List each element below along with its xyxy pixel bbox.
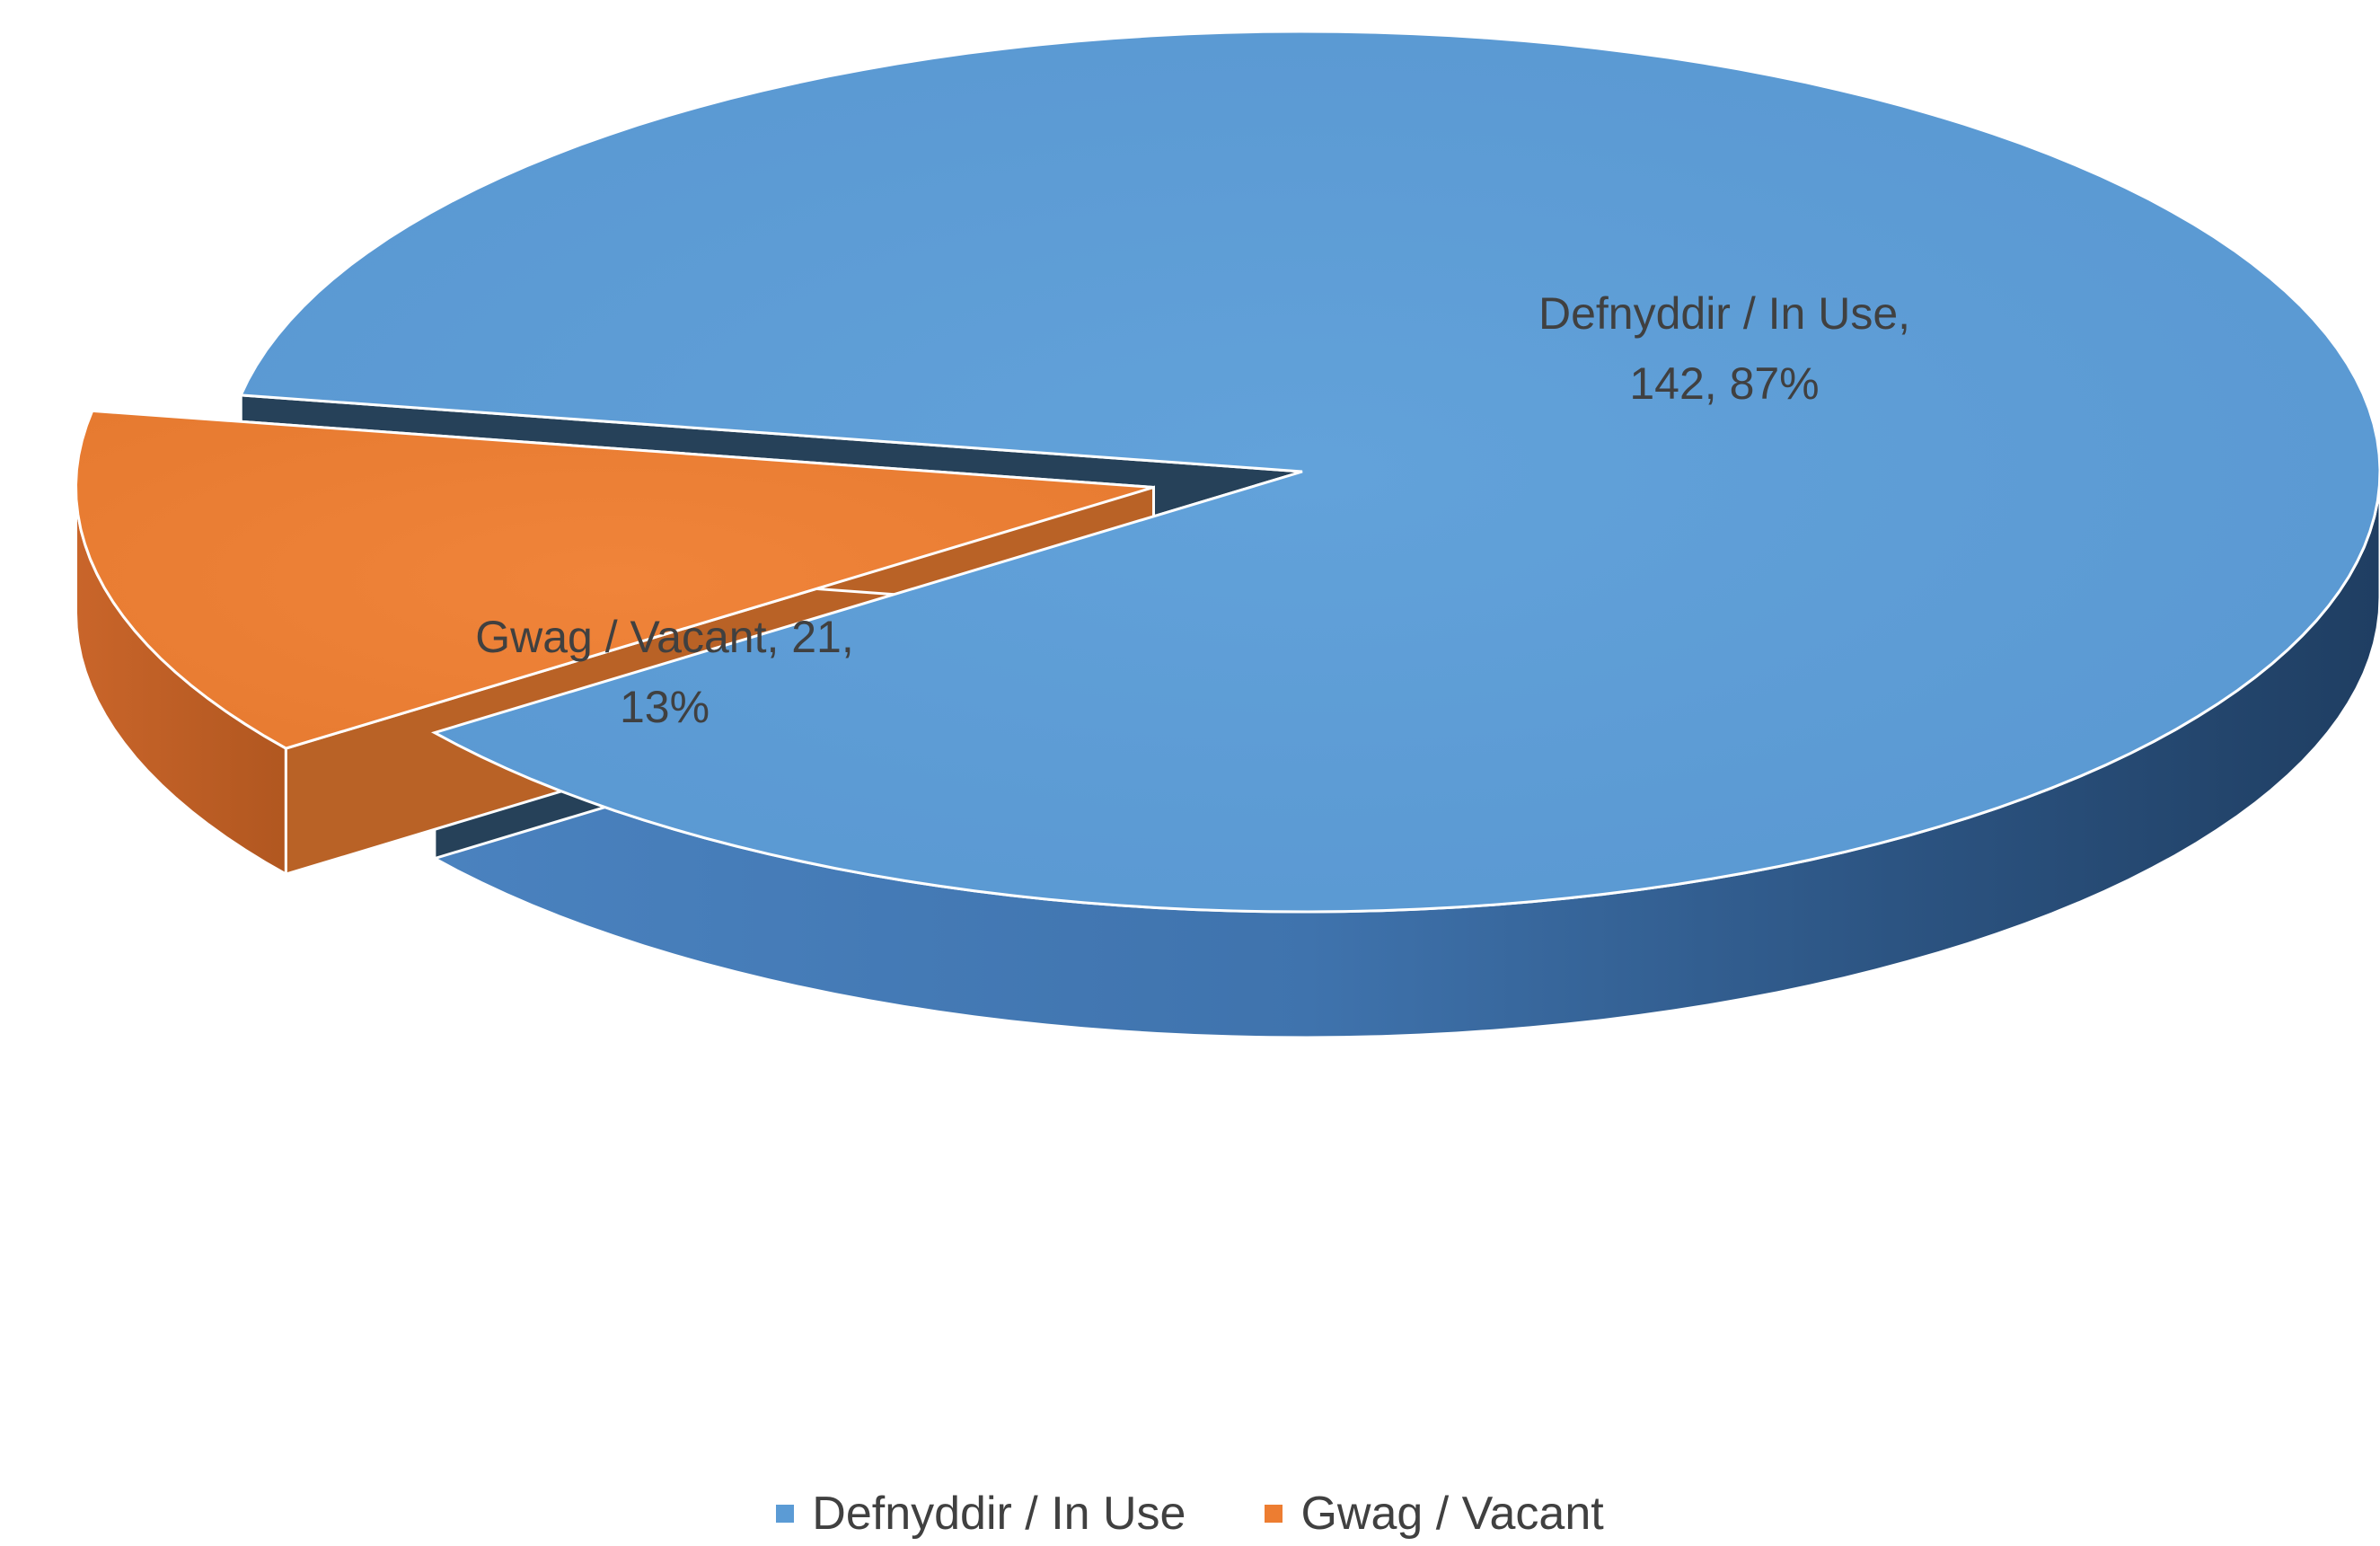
- data-label-vacant-line-2: 13%: [619, 682, 710, 732]
- data-label-vacant: Gwag / Vacant, 21, 13%: [422, 602, 907, 742]
- legend-swatch-in-use: [776, 1505, 795, 1523]
- data-label-in-use: Defnyddir / In Use, 142, 87%: [1500, 278, 1949, 419]
- data-label-in-use-line-2: 142, 87%: [1629, 358, 1820, 409]
- slice-in-use-top: [238, 30, 2380, 914]
- chart-legend: Defnyddir / In Use Gwag / Vacant: [0, 1482, 2380, 1545]
- legend-swatch-vacant: [1265, 1505, 1283, 1523]
- legend-label-vacant: Gwag / Vacant: [1300, 1488, 1604, 1540]
- legend-entry-in-use: Defnyddir / In Use: [776, 1487, 1186, 1541]
- data-label-in-use-line-1: Defnyddir / In Use,: [1538, 288, 1911, 339]
- legend-entry-vacant: Gwag / Vacant: [1265, 1487, 1604, 1541]
- data-label-vacant-line-1: Gwag / Vacant, 21,: [475, 612, 854, 662]
- legend-label-in-use: Defnyddir / In Use: [812, 1488, 1186, 1540]
- slice-vacant-top: [74, 409, 1154, 750]
